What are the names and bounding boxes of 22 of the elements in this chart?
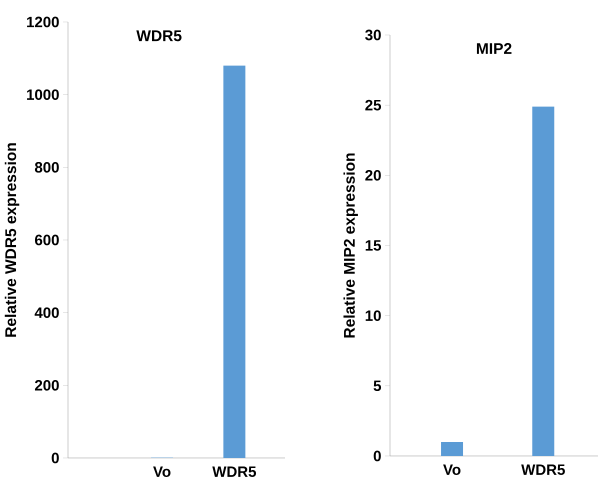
- chart-title: MIP2: [476, 43, 512, 54]
- y-axis-title: Relative WDR5 expression: [4, 143, 20, 337]
- x-tick-label: WDR5: [212, 466, 256, 477]
- y-tick-label: 10: [366, 310, 381, 321]
- y-tick-label: 800: [34, 162, 59, 173]
- y-tick-label: 25: [365, 100, 382, 110]
- x-tick-label: Vo: [153, 466, 170, 477]
- y-tick-label: 400: [34, 307, 59, 318]
- x-tick-label: WDR5: [521, 464, 565, 475]
- y-tick-label: 200: [34, 380, 59, 391]
- y-tick-label: 15: [366, 240, 382, 251]
- y-tick-label: 20: [365, 170, 381, 181]
- chart-title: WDR5: [136, 30, 182, 42]
- x-tick-label: Vo: [443, 464, 460, 475]
- y-axis-title: Relative MIP2 expression: [343, 153, 358, 338]
- y-tick-label: 0: [52, 452, 59, 464]
- y-tick-label: 600: [34, 234, 59, 246]
- y-tick-label: 30: [365, 30, 381, 40]
- y-tick-label: 1000: [27, 89, 59, 100]
- y-tick-label: 0: [374, 450, 381, 462]
- y-tick-label: 5: [374, 380, 382, 392]
- y-tick-label: 1200: [27, 16, 59, 28]
